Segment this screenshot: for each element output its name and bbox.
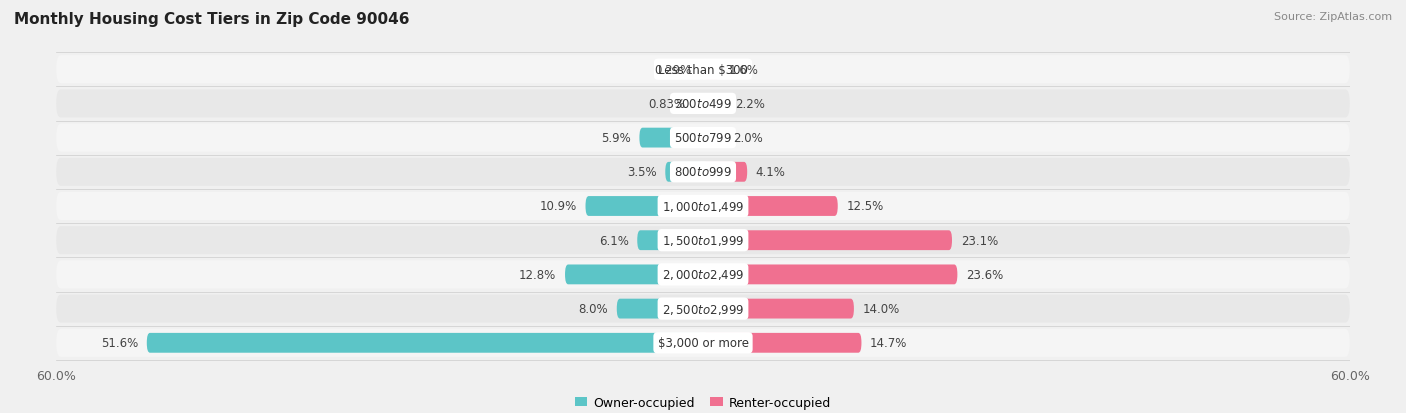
Legend: Owner-occupied, Renter-occupied: Owner-occupied, Renter-occupied xyxy=(569,391,837,413)
Text: $2,500 to $2,999: $2,500 to $2,999 xyxy=(662,302,744,316)
Text: Monthly Housing Cost Tiers in Zip Code 90046: Monthly Housing Cost Tiers in Zip Code 9… xyxy=(14,12,409,27)
Text: $2,000 to $2,499: $2,000 to $2,499 xyxy=(662,268,744,282)
FancyBboxPatch shape xyxy=(56,261,1350,289)
Text: 2.0%: 2.0% xyxy=(733,132,763,145)
Text: 6.1%: 6.1% xyxy=(599,234,628,247)
FancyBboxPatch shape xyxy=(703,299,853,319)
Text: 23.1%: 23.1% xyxy=(960,234,998,247)
FancyBboxPatch shape xyxy=(703,128,724,148)
FancyBboxPatch shape xyxy=(703,333,862,353)
FancyBboxPatch shape xyxy=(700,60,703,80)
Text: Less than $300: Less than $300 xyxy=(658,64,748,76)
Text: $800 to $999: $800 to $999 xyxy=(673,166,733,179)
FancyBboxPatch shape xyxy=(565,265,703,285)
FancyBboxPatch shape xyxy=(56,227,1350,254)
Text: 1.6%: 1.6% xyxy=(728,64,759,76)
FancyBboxPatch shape xyxy=(703,265,957,285)
FancyBboxPatch shape xyxy=(703,60,720,80)
FancyBboxPatch shape xyxy=(703,94,727,114)
FancyBboxPatch shape xyxy=(56,56,1350,84)
Text: 3.5%: 3.5% xyxy=(627,166,657,179)
Text: $3,000 or more: $3,000 or more xyxy=(658,337,748,349)
FancyBboxPatch shape xyxy=(703,162,747,182)
FancyBboxPatch shape xyxy=(703,197,838,216)
Text: $300 to $499: $300 to $499 xyxy=(673,97,733,111)
FancyBboxPatch shape xyxy=(665,162,703,182)
Text: 0.29%: 0.29% xyxy=(654,64,692,76)
Text: 14.7%: 14.7% xyxy=(870,337,907,349)
Text: $500 to $799: $500 to $799 xyxy=(673,132,733,145)
Text: 2.2%: 2.2% xyxy=(735,97,765,111)
FancyBboxPatch shape xyxy=(585,197,703,216)
Text: $1,500 to $1,999: $1,500 to $1,999 xyxy=(662,234,744,248)
FancyBboxPatch shape xyxy=(56,295,1350,323)
Text: 23.6%: 23.6% xyxy=(966,268,1004,281)
FancyBboxPatch shape xyxy=(56,159,1350,186)
FancyBboxPatch shape xyxy=(617,299,703,319)
FancyBboxPatch shape xyxy=(703,231,952,251)
Text: 5.9%: 5.9% xyxy=(600,132,631,145)
Text: 10.9%: 10.9% xyxy=(540,200,576,213)
Text: 51.6%: 51.6% xyxy=(101,337,138,349)
Text: 8.0%: 8.0% xyxy=(578,302,609,316)
FancyBboxPatch shape xyxy=(56,124,1350,152)
FancyBboxPatch shape xyxy=(695,94,703,114)
FancyBboxPatch shape xyxy=(56,329,1350,357)
Text: 0.83%: 0.83% xyxy=(648,97,686,111)
Text: 14.0%: 14.0% xyxy=(862,302,900,316)
Text: 12.5%: 12.5% xyxy=(846,200,883,213)
Text: $1,000 to $1,499: $1,000 to $1,499 xyxy=(662,199,744,214)
FancyBboxPatch shape xyxy=(56,192,1350,221)
FancyBboxPatch shape xyxy=(56,90,1350,118)
Text: Source: ZipAtlas.com: Source: ZipAtlas.com xyxy=(1274,12,1392,22)
FancyBboxPatch shape xyxy=(640,128,703,148)
Text: 12.8%: 12.8% xyxy=(519,268,557,281)
FancyBboxPatch shape xyxy=(637,231,703,251)
Text: 4.1%: 4.1% xyxy=(756,166,786,179)
FancyBboxPatch shape xyxy=(146,333,703,353)
